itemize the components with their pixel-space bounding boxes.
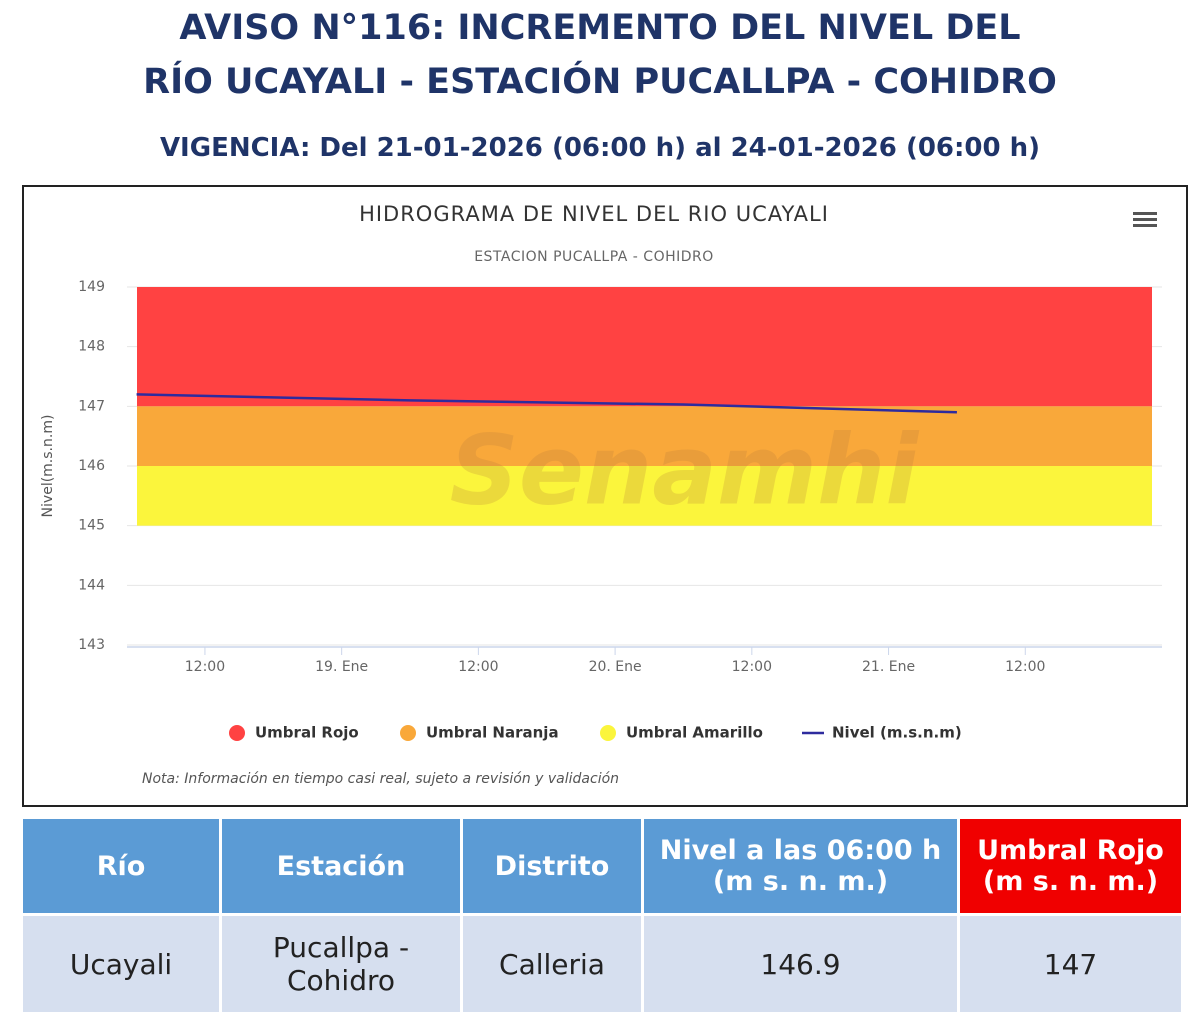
x-tick-label: 21. Ene	[862, 659, 915, 675]
y-tick-label: 146	[78, 458, 105, 474]
cell: Ucayali	[23, 916, 219, 1012]
cell: 147	[960, 916, 1181, 1012]
threshold-band	[137, 466, 1152, 526]
threshold-band	[137, 406, 1152, 466]
legend-marker	[229, 725, 245, 741]
threshold-band	[137, 287, 1152, 407]
x-tick-label: 12:00	[458, 659, 498, 675]
row: Ucayali Pucallpa - Cohidro Calleria 146.9 14…	[23, 916, 1181, 1012]
y-tick-label: 143	[78, 637, 105, 653]
menu-icon[interactable]	[1133, 212, 1157, 227]
header-cell: Estación	[222, 819, 460, 913]
y-axis-label: Nivel(m.s.n.m)	[40, 415, 56, 518]
title-line: AVISO N°116: INCREMENTO DEL NIVEL DEL	[179, 8, 1021, 48]
header-cell: Umbral Rojo (m s. n. m.)	[960, 819, 1181, 913]
legend-label: Umbral Amarillo	[626, 724, 763, 742]
legend-marker	[600, 725, 616, 741]
validity: VIGENCIA: Del 21-01-2026 (06:00 h) al 24…	[159, 133, 1041, 163]
watermark: Senamhi	[450, 414, 920, 526]
legend-label: Umbral Rojo	[255, 724, 359, 742]
chart-title: HIDROGRAMA DE NIVEL DEL RIO UCAYALI	[359, 202, 829, 226]
note: Nota: Información en tiempo casi real, s…	[142, 771, 619, 787]
chart: HIDROGRAMA DE NIVEL DEL RIO UCAYALI ESTA…	[22, 185, 1188, 807]
x-tick-label: 12:00	[185, 659, 225, 675]
chart-subtitle: ESTACION PUCALLPA - COHIDRO	[474, 249, 714, 265]
cell: Pucallpa - Cohidro	[222, 916, 460, 1012]
y-tick-label: 148	[78, 339, 105, 355]
header-cell: Río	[23, 819, 219, 913]
table: Río Estación Distrito Nivel a las 06:00 h (…	[20, 816, 1184, 1015]
header-cell: Distrito	[463, 819, 641, 913]
cell: Calleria	[463, 916, 641, 1012]
y-tick-label: 149	[78, 279, 105, 295]
legend-label: Nivel (m.s.n.m)	[832, 724, 962, 742]
legend-marker	[400, 725, 416, 741]
level-line	[136, 393, 957, 414]
y-tick-label: 147	[78, 398, 105, 414]
x-tick-label: 12:00	[732, 659, 772, 675]
x-tick-label: 20. Ene	[589, 659, 642, 675]
x-tick-label: 19. Ene	[315, 659, 368, 675]
y-tick-label: 144	[78, 577, 105, 593]
legend-label: Umbral Naranja	[426, 724, 559, 742]
y-tick-label: 145	[78, 518, 105, 534]
header-row: Río Estación Distrito Nivel a las 06:00 h (…	[23, 819, 1181, 913]
title-line: RÍO UCAYALI - ESTACIÓN PUCALLPA - COHIDR…	[143, 62, 1057, 102]
x-tick-label: 12:00	[1005, 659, 1045, 675]
header-cell: Nivel a las 06:00 h (m s. n. m.)	[644, 819, 957, 913]
cell: 146.9	[644, 916, 957, 1012]
